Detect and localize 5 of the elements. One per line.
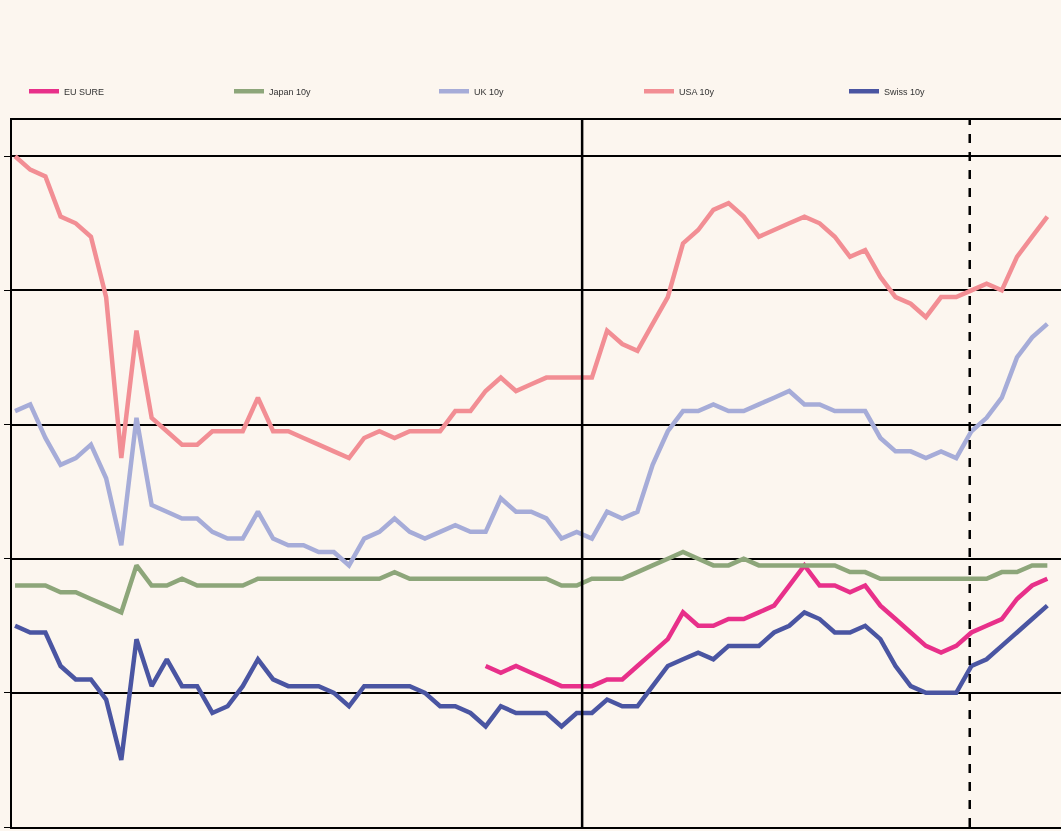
legend-label: USA 10y xyxy=(679,86,715,97)
legend-label: Japan 10y xyxy=(269,86,312,97)
legend-label: UK 10y xyxy=(474,86,505,97)
legend-label: EU SURE xyxy=(64,86,105,97)
legend-label: Swiss 10y xyxy=(884,86,926,97)
